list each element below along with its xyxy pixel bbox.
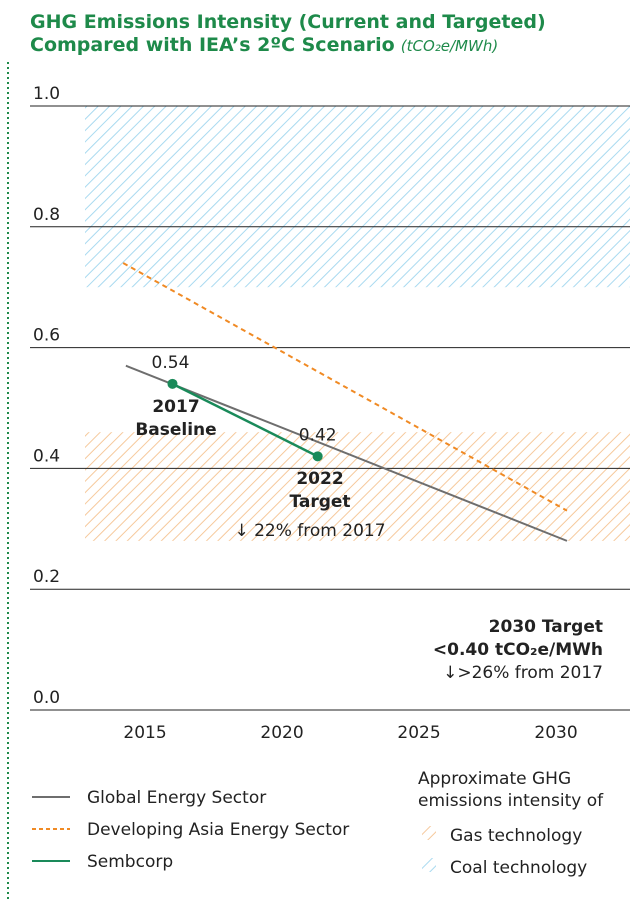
y-tick-label: 0.2 [33,567,60,587]
legend-label: Gas technology [450,826,582,846]
band [85,432,630,541]
legend-label: Coal technology [450,858,587,878]
annotation: ↓ 22% from 2017 [234,521,385,541]
annotation: <0.40 tCO₂e/MWh [433,640,603,660]
marker [312,451,323,462]
x-tick-label: 2020 [260,723,303,743]
series-line [125,364,568,542]
legend-label: Sembcorp [87,852,173,872]
x-tick-label: 2025 [397,723,440,743]
value-label: 0.42 [299,425,337,445]
annotation: 2030 Target [489,617,603,637]
legend-title: emissions intensity of [418,791,604,811]
y-tick-label: 0.6 [33,326,60,346]
legend-swatch [422,826,436,840]
annotation: 2022 [296,469,343,489]
annotation: ↓>26% from 2017 [443,663,603,683]
band [85,106,630,288]
legend-label: Developing Asia Energy Sector [87,820,349,840]
chart-title: Compared with IEA’s 2ºC Scenario (tCO₂e/M… [30,34,498,56]
value-label: 0.54 [152,353,190,373]
series-line [122,262,568,512]
y-tick-label: 1.0 [33,84,60,104]
y-tick-label: 0.0 [33,688,60,708]
marker [167,378,178,389]
x-tick-label: 2015 [123,723,166,743]
subtitle: (tCO₂e/MWh) [401,37,498,55]
annotation: Baseline [135,420,216,440]
legend-title: Approximate GHG [418,769,571,789]
legend-label: Global Energy Sector [87,788,266,808]
title-line: Compared with IEA’s 2ºC Scenario [30,34,395,56]
x-tick-label: 2030 [534,723,577,743]
legend-swatch [422,858,436,872]
y-tick-label: 0.8 [33,205,60,225]
annotation: 2017 [152,397,199,417]
annotation: Target [289,492,350,512]
chart-title: GHG Emissions Intensity (Current and Tar… [30,11,546,33]
y-tick-label: 0.4 [33,446,60,466]
series-line [171,382,319,458]
